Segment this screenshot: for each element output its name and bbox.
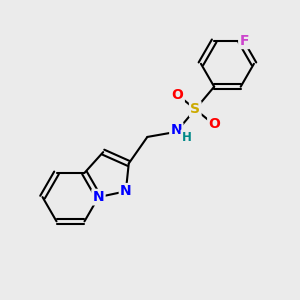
Text: F: F [239,34,249,48]
Text: N: N [120,184,132,198]
Text: O: O [172,88,184,102]
Text: O: O [208,117,220,131]
Text: S: S [190,102,200,116]
Text: N: N [170,123,182,137]
Text: H: H [182,130,192,144]
Text: N: N [93,190,104,204]
